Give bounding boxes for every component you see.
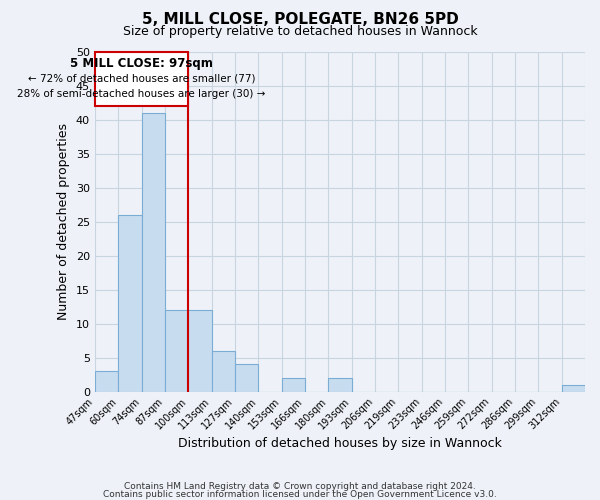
Bar	[188, 310, 212, 392]
Text: Contains HM Land Registry data © Crown copyright and database right 2024.: Contains HM Land Registry data © Crown c…	[124, 482, 476, 491]
Bar	[328, 378, 352, 392]
Text: ← 72% of detached houses are smaller (77): ← 72% of detached houses are smaller (77…	[28, 73, 256, 83]
Bar	[562, 385, 585, 392]
Text: 28% of semi-detached houses are larger (30) →: 28% of semi-detached houses are larger (…	[17, 88, 266, 99]
Bar	[142, 112, 165, 392]
Y-axis label: Number of detached properties: Number of detached properties	[58, 123, 70, 320]
Bar	[235, 364, 258, 392]
Bar	[281, 378, 305, 392]
Text: Contains public sector information licensed under the Open Government Licence v3: Contains public sector information licen…	[103, 490, 497, 499]
Bar	[118, 214, 142, 392]
Bar	[212, 351, 235, 392]
Bar	[165, 310, 188, 392]
Text: 5 MILL CLOSE: 97sqm: 5 MILL CLOSE: 97sqm	[70, 56, 213, 70]
X-axis label: Distribution of detached houses by size in Wannock: Distribution of detached houses by size …	[178, 437, 502, 450]
Text: 5, MILL CLOSE, POLEGATE, BN26 5PD: 5, MILL CLOSE, POLEGATE, BN26 5PD	[142, 12, 458, 28]
FancyBboxPatch shape	[95, 52, 188, 106]
Text: Size of property relative to detached houses in Wannock: Size of property relative to detached ho…	[122, 25, 478, 38]
Bar	[95, 371, 118, 392]
